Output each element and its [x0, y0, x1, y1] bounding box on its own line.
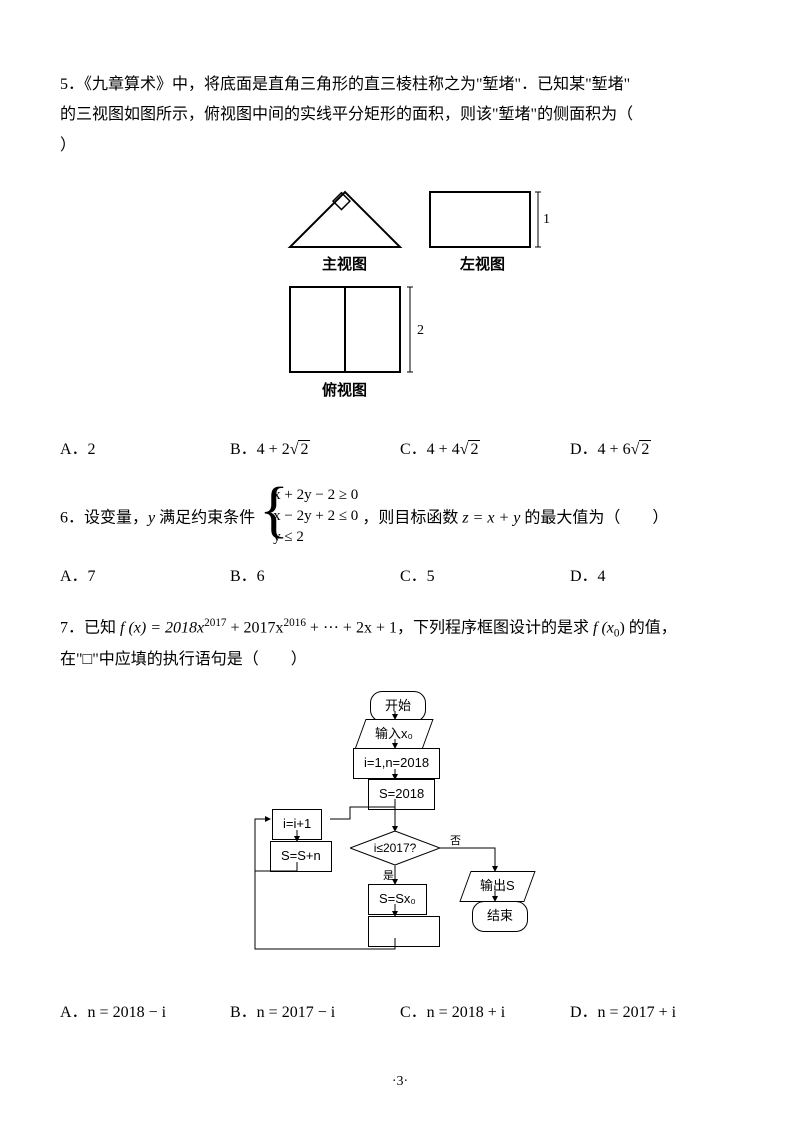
dim-1: 1 [543, 212, 550, 227]
q6-system: { x + 2y − 2 ≥ 0 x − 2y + 2 ≤ 0 y ≤ 2 [259, 485, 358, 552]
q5-opt-d: D．4 + 6√2 [570, 435, 740, 465]
q7-text-c: 的值， [625, 619, 677, 636]
q6-options: A．7 B．6 C．5 D．4 [60, 562, 740, 592]
question-7: 7．已知 f (x) = 2018x2017 + 2017x2016 + ···… [60, 613, 740, 1029]
q5-num: 5． [60, 76, 84, 93]
flow-output: 输出S [459, 871, 535, 902]
q7-opt-b: B．n = 2017 − i [230, 998, 400, 1028]
flow-input: 输入x₀ [354, 719, 433, 750]
q7-line2: 在"□"中应填的执行语句是（ ） [60, 645, 740, 675]
q7-e2: 2016 [284, 617, 306, 629]
q5-opt-c: C．4 + 4√2 [400, 435, 570, 465]
q7-dots: + ··· + 2x + 1 [306, 619, 397, 636]
q5-opt-a: A．2 [60, 435, 230, 465]
flow-sx: S=Sx₀ [368, 884, 427, 915]
q6-text-c: ，则目标函数 [362, 509, 462, 526]
flow-end: 结束 [472, 901, 528, 932]
q6-stem: 6．设变量，y 满足约束条件 { x + 2y − 2 ≥ 0 x − 2y +… [60, 485, 740, 552]
q7-opt-c: C．n = 2018 + i [400, 998, 570, 1028]
flow-ssn: S=S+n [270, 841, 332, 872]
q6-opt-c: C．5 [400, 562, 570, 592]
q7-flowchart: 开始 输入x₀ i=1,n=2018 S=2018 i≤2017? 是 否 S=… [60, 691, 740, 982]
q5-stem: 5．《九章算术》中，将底面是直角三角形的直三棱柱称之为"堑堵"．已知某"堑堵" [60, 70, 740, 100]
q7-fx0: f (x [593, 619, 614, 636]
flow-no: 否 [450, 831, 461, 852]
q7-text-b: ，下列程序框图设计的是求 [397, 619, 593, 636]
q7-text-a: 已知 [84, 619, 120, 636]
q5-opt-b: B．4 + 2√2 [230, 435, 400, 465]
q7-e1: 2017 [204, 617, 226, 629]
q6-opt-a: A．7 [60, 562, 230, 592]
q5-text-b: 的三视图如图所示，俯视图中间的实线平分矩形的面积，则该"堑堵"的侧面积为（ [60, 100, 740, 130]
q5-text-a: 《九章算术》中，将底面是直角三角形的直三棱柱称之为"堑堵"．已知某"堑堵" [84, 76, 630, 93]
label-top: 俯视图 [322, 381, 367, 399]
flow-iplus: i=i+1 [272, 809, 322, 840]
q6-num: 6． [60, 509, 84, 526]
q5-text-c: ） [60, 131, 740, 161]
q6-z: z = x + y [462, 509, 520, 526]
page-number: ·3· [60, 1069, 740, 1096]
flow-cond: i≤2017? [350, 831, 440, 865]
q6-text-b: 满足约束条件 [155, 509, 255, 526]
q5-options: A．2 B．4 + 2√2 C．4 + 4√2 D．4 + 6√2 [60, 435, 740, 465]
q7-num: 7． [60, 619, 84, 636]
q7-line1: 7．已知 f (x) = 2018x2017 + 2017x2016 + ···… [60, 613, 740, 645]
q6-text-d: 的最大值为（ ） [520, 509, 668, 526]
label-front: 主视图 [322, 255, 367, 273]
q7-p1: + 2017x [227, 619, 284, 636]
label-left: 左视图 [459, 255, 505, 273]
flow-empty [368, 916, 440, 947]
question-6: 6．设变量，y 满足约束条件 { x + 2y − 2 ≥ 0 x − 2y +… [60, 485, 740, 593]
q7-opt-d: D．n = 2017 + i [570, 998, 740, 1028]
flow-sinit: S=2018 [368, 779, 435, 810]
q6-opt-b: B．6 [230, 562, 400, 592]
q7-options: A．n = 2018 − i B．n = 2017 − i C．n = 2018… [60, 998, 740, 1028]
q7-fx: f (x) = 2018x [120, 619, 204, 636]
question-5: 5．《九章算术》中，将底面是直角三角形的直三棱柱称之为"堑堵"．已知某"堑堵" … [60, 70, 740, 465]
three-views-svg: 主视图 1 左视图 2 俯视图 [250, 177, 550, 407]
flow-init: i=1,n=2018 [353, 748, 440, 779]
flow-start: 开始 [370, 691, 426, 722]
q6-text-a: 设变量， [84, 509, 148, 526]
q5-figure: 主视图 1 左视图 2 俯视图 [60, 177, 740, 418]
q7-opt-a: A．n = 2018 − i [60, 998, 230, 1028]
dim-2: 2 [417, 323, 424, 338]
q6-opt-d: D．4 [570, 562, 740, 592]
